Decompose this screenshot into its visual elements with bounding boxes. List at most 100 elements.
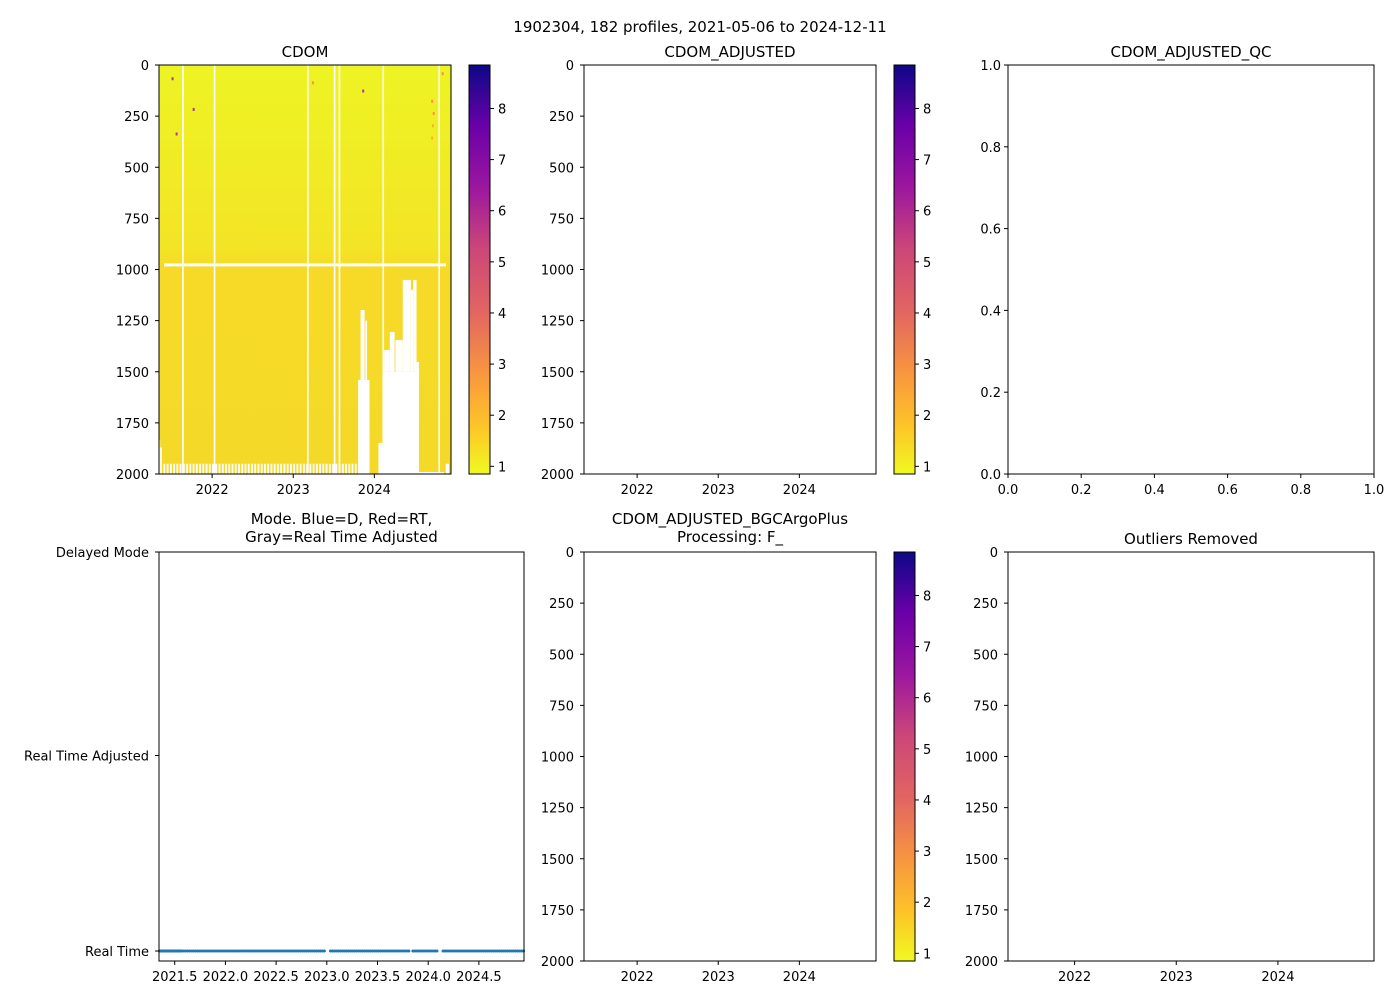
missing-bottom-gap — [345, 463, 347, 474]
x-tick-label: 2022 — [196, 483, 229, 498]
x-tick-label: 0.0 — [998, 483, 1019, 498]
missing-bottom-gap — [166, 463, 169, 474]
y-tick-label: 500 — [549, 648, 574, 663]
y-tick-label: 0 — [990, 546, 998, 561]
outlier-value-mark — [362, 89, 365, 93]
missing-bottom-gap — [328, 463, 331, 474]
y-tick-label: 500 — [549, 161, 574, 176]
y-tick-label: 250 — [124, 110, 149, 125]
missing-bottom-gap — [267, 463, 270, 474]
missing-profile-gap — [307, 65, 309, 474]
missing-bottom-gap — [270, 463, 273, 474]
mode-points — [158, 949, 525, 953]
missing-bottom-gap — [335, 463, 338, 474]
colorbar-tick-label: 7 — [923, 641, 931, 656]
colorbar-tick-label: 7 — [498, 154, 506, 169]
colorbar-bgcargoplus — [893, 551, 916, 962]
y-tick-label: 750 — [549, 212, 574, 227]
x-tick-label: 0.4 — [1144, 483, 1165, 498]
y-tick-label: 1750 — [541, 904, 574, 919]
colorbar-tick-label: 1 — [923, 947, 931, 962]
missing-profile-gap — [438, 65, 441, 474]
y-tick-label: 0 — [566, 59, 574, 74]
x-tick-label: 2023.0 — [304, 970, 350, 985]
y-tick-label: 750 — [549, 699, 574, 714]
axes-frame-outliers_removed — [1007, 551, 1375, 962]
missing-profile-gap — [382, 65, 385, 474]
missing-bottom-gap — [257, 463, 260, 474]
missing-bottom-gap — [221, 463, 224, 474]
missing-data-block — [413, 279, 417, 372]
y-tick-label: 1250 — [965, 802, 998, 817]
y-tick-label: 1500 — [541, 366, 574, 381]
missing-profile-gap — [213, 65, 216, 474]
colorbar-tick-label: 3 — [923, 845, 931, 860]
missing-bottom-gap — [189, 463, 192, 474]
y-tick-label: 1000 — [541, 751, 574, 766]
axes-frame-mode — [158, 551, 525, 962]
y-tick-label: 1000 — [116, 264, 149, 279]
x-tick-label: 2022 — [621, 483, 654, 498]
missing-bottom-gap — [247, 463, 250, 474]
missing-profile-gap — [333, 65, 336, 474]
missing-bottom-gap — [286, 463, 289, 474]
colorbar-tick-label: 6 — [923, 692, 931, 707]
x-tick-label: 2023 — [277, 483, 310, 498]
y-tick-label: 0 — [566, 546, 574, 561]
missing-bottom-gap — [280, 463, 283, 474]
outlier-value-mark — [431, 136, 434, 140]
x-tick-label: 2022.0 — [203, 970, 249, 985]
axes-title-bgcargoplus: CDOM_ADJUSTED_BGCArgoPlus — [612, 510, 848, 529]
axes-title-bgcargoplus: Processing: F_ — [677, 528, 784, 547]
missing-bottom-gap — [176, 463, 179, 474]
missing-data-block — [365, 320, 368, 380]
y-tick-label: 1250 — [541, 802, 574, 817]
x-tick-label: 1.0 — [1364, 483, 1385, 498]
colorbar-tick-label: 8 — [923, 589, 931, 604]
missing-bottom-gap — [212, 463, 214, 474]
missing-bottom-gap — [205, 463, 208, 474]
y-tick-label: 0.4 — [980, 304, 1001, 319]
y-tick-label: 1500 — [541, 853, 574, 868]
x-tick-label: 2024 — [783, 483, 816, 498]
missing-bottom-gap — [244, 463, 247, 474]
missing-bottom-gap — [192, 463, 195, 474]
outlier-value-mark — [431, 99, 434, 103]
x-tick-label: 2023.5 — [355, 970, 401, 985]
axes-title-cdom_adjusted: CDOM_ADJUSTED — [664, 43, 795, 62]
missing-bottom-gap — [289, 463, 292, 474]
y-tick-label: 2000 — [541, 468, 574, 483]
missing-bottom-gap — [169, 463, 172, 474]
missing-bottom-gap — [228, 463, 231, 474]
missing-bottom-gap — [341, 463, 344, 474]
y-tick-label: 1000 — [965, 751, 998, 766]
missing-bottom-gap — [202, 463, 205, 474]
missing-bottom-gap — [273, 463, 276, 474]
missing-bottom-gap — [302, 463, 305, 474]
missing-profile-gap — [338, 65, 341, 474]
y-tick-label: 1000 — [541, 264, 574, 279]
missing-bottom-gap — [231, 463, 234, 474]
y-category-label: Real Time — [85, 945, 149, 960]
x-tick-label: 2024 — [1261, 970, 1294, 985]
axes-frame-bgcargoplus — [583, 551, 877, 962]
colorbar-tick-label: 8 — [498, 102, 506, 117]
missing-data-block — [389, 332, 395, 372]
colorbar-tick-label: 4 — [923, 307, 931, 322]
colorbar-tick-label: 5 — [498, 256, 506, 271]
x-tick-label: 0.6 — [1217, 483, 1238, 498]
y-tick-label: 2000 — [965, 955, 998, 970]
missing-bottom-gap — [264, 463, 266, 474]
missing-bottom-gap — [208, 463, 211, 474]
colorbar-tick-label: 1 — [923, 460, 931, 475]
x-tick-label: 2023 — [702, 483, 735, 498]
colorbar-tick-label: 2 — [923, 409, 931, 424]
missing-bottom-gap — [179, 463, 182, 474]
colorbar-tick-label: 6 — [923, 205, 931, 220]
y-tick-label: 0 — [141, 59, 149, 74]
missing-bottom-gap — [215, 463, 218, 474]
missing-bottom-gap — [348, 463, 351, 474]
missing-data-block — [360, 309, 365, 380]
y-tick-label: 750 — [973, 699, 998, 714]
y-tick-label: 2000 — [541, 955, 574, 970]
